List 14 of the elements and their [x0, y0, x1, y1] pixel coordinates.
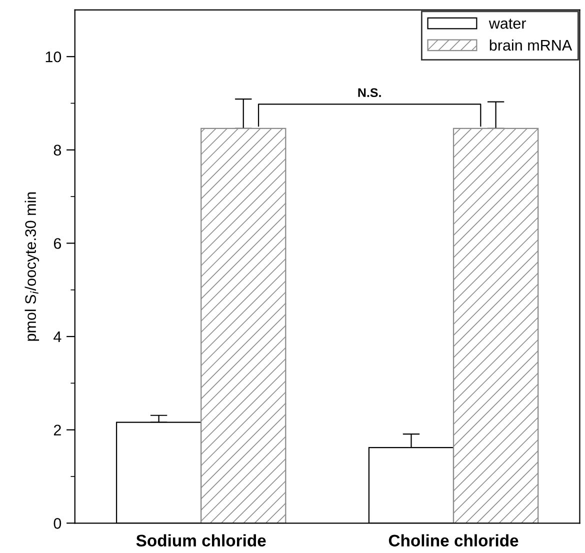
legend-label: water — [488, 18, 526, 29]
y-tick-label: 8 — [54, 144, 62, 156]
bar — [200, 128, 286, 524]
y-tick-label: 2 — [54, 424, 61, 436]
annotation: N.S. — [358, 88, 381, 98]
y-tick-label: 6 — [54, 238, 62, 249]
y-tick-label: 10 — [46, 51, 62, 62]
y-tick-label: 4 — [54, 332, 62, 342]
y-tick-label: 0 — [54, 518, 62, 529]
x-tick-label: Sodium chloride — [136, 534, 266, 546]
x-tick-label: Choline chloride — [388, 534, 518, 546]
bar — [452, 128, 539, 524]
y-axis-title: pmol S$_{i}$/oocyte.30 min — [24, 192, 40, 341]
legend-label: brain mRNA — [490, 39, 572, 51]
